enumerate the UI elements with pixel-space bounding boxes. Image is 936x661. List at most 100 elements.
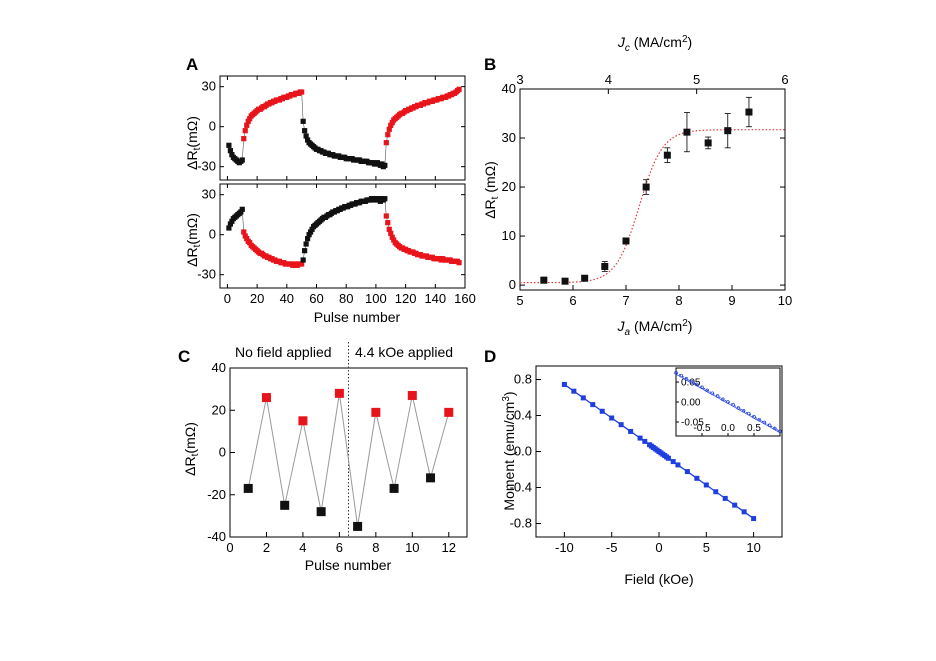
panel-c-ytick-label: 40	[212, 360, 226, 375]
panel-b-xtick-label: 5	[516, 293, 523, 308]
panel-d-inset-point	[695, 382, 699, 387]
panel-a-top-point	[302, 128, 308, 134]
ylabel-c: ΔRt(mΩ)	[182, 422, 201, 476]
panel-a-bottom-xtick-label: 100	[365, 291, 387, 306]
panel-a-top-frame	[219, 75, 466, 181]
panel-a-bottom-point	[241, 229, 247, 235]
panel-b-point	[745, 108, 753, 116]
panel-d-inset-point	[773, 426, 777, 431]
panel-a-bottom-point	[226, 225, 232, 231]
panel-d-point	[642, 438, 648, 444]
top-xlabel-b: Jc (MA/cm2)	[617, 34, 692, 54]
panel-d-point	[694, 475, 700, 481]
panel-d-point	[684, 469, 690, 475]
panel-b-top-xtick-label: 4	[605, 72, 612, 87]
panel-a-bottom-xtick-label: 40	[280, 291, 294, 306]
panel-d-inset-point	[726, 400, 730, 404]
panel-a-top-ytick-label: 30	[202, 79, 216, 94]
panel-d-point	[628, 428, 634, 434]
xlabel-a: Pulse number	[314, 309, 401, 325]
panel-b-top-xtick-label: 6	[781, 72, 788, 87]
xlabel-c: Pulse number	[305, 557, 392, 573]
panel-d-point	[618, 422, 624, 428]
panel-d-inset-point	[705, 388, 709, 393]
panel-a-top-ytick-label: 0	[209, 119, 216, 134]
panel-d-point	[580, 395, 586, 401]
panel-a-bottom-point	[307, 229, 314, 235]
panel-b-point	[581, 274, 589, 282]
panel-a-bottom-ytick-label: 0	[209, 227, 216, 242]
panel-a-bottom-point	[386, 226, 392, 232]
panel-a-bottom-point	[303, 241, 309, 247]
panel-d-point	[732, 502, 738, 508]
panel-a-top-point	[244, 122, 250, 128]
panel-d-inset-point	[762, 420, 767, 425]
panel-c-point	[426, 473, 436, 483]
panel-a-bottom-point	[391, 237, 397, 243]
panel-c-ytick-label: -40	[207, 529, 226, 544]
panel-d-inset-point	[767, 423, 772, 427]
panel-a-bottom-point	[388, 230, 394, 236]
panel-label-c: C	[178, 347, 190, 366]
panel-b-ytick-label: 10	[502, 228, 516, 243]
panel-b-frame	[519, 88, 786, 291]
panel-d-inset-point	[684, 377, 689, 381]
panel-c-xtick-label: 12	[442, 540, 456, 555]
panel-c-xtick-label: 4	[299, 540, 306, 555]
panel-d-xtick-label: -5	[606, 540, 618, 555]
panel-a-bottom-point	[309, 226, 315, 232]
panel-d-inset-point	[721, 397, 725, 401]
panel-a-bottom-frame	[219, 183, 466, 289]
panel-c-point	[298, 416, 308, 426]
panel-d-point	[703, 482, 709, 488]
panel-a-bottom-point	[299, 261, 305, 267]
panel-c-ytick-label: 20	[212, 402, 226, 417]
panel-d-xtick-label: 0	[655, 540, 662, 555]
panel-a-bottom-xtick-label: 140	[424, 291, 446, 306]
panel-label-a: A	[186, 55, 198, 74]
panel-a-top-point	[299, 89, 305, 95]
panel-a-top-point	[229, 152, 235, 158]
panel-a-bottom-xtick-label: 80	[339, 291, 353, 306]
panel-a-bottom-xtick-label: 160	[454, 291, 476, 306]
panel-a-top-point	[379, 161, 385, 167]
panel-a-bottom-xtick-label: 120	[395, 291, 417, 306]
panel-d-inset-point	[741, 409, 746, 413]
panel-c-point	[407, 390, 417, 400]
panel-d-inset-point	[778, 429, 782, 433]
panel-d-point	[741, 509, 747, 515]
panel-c-ytick-label: 0	[219, 445, 226, 460]
panel-a-top-point	[389, 120, 395, 126]
panel-label-b: B	[484, 55, 496, 74]
panel-c-point	[280, 500, 290, 510]
panel-a-bottom-point	[385, 220, 391, 226]
panel-a-bottom-point	[227, 221, 233, 227]
panel-c-xtick-label: 0	[226, 540, 233, 555]
panel-b-xtick-label: 9	[728, 293, 735, 308]
panel-a-bottom-point	[376, 196, 382, 202]
panel-d-inset-point	[700, 385, 704, 389]
panel-a-top-point	[305, 137, 311, 143]
panel-b-xtick-label: 8	[675, 293, 682, 308]
panel-b-ytick-label: 40	[502, 81, 516, 96]
panel-a-bottom-point	[456, 260, 462, 266]
panel-d-inset-point	[752, 415, 756, 419]
panel-d-point	[665, 455, 671, 461]
panel-b-top-xtick-label: 5	[693, 72, 700, 87]
panel-b-point	[622, 237, 630, 245]
panel-a-bottom-point	[305, 236, 311, 242]
panel-a-bottom-point	[389, 234, 395, 240]
panel-d-inset-ytick-label: -0.05	[681, 418, 704, 429]
panel-d-point	[571, 388, 577, 394]
panel-a-top-point	[385, 132, 391, 138]
panel-a-top-point	[242, 128, 248, 134]
panel-a-bottom-point	[238, 209, 244, 215]
panel-label-d: D	[484, 347, 496, 366]
panel-d-inset-point	[679, 373, 683, 378]
panel-c-connector-line	[247, 393, 450, 527]
panel-d-point	[675, 462, 681, 468]
panel-d-inset-point	[736, 406, 741, 410]
panel-d-inset-point	[715, 394, 720, 398]
panel-a-bottom-ytick-label: 30	[202, 187, 216, 202]
